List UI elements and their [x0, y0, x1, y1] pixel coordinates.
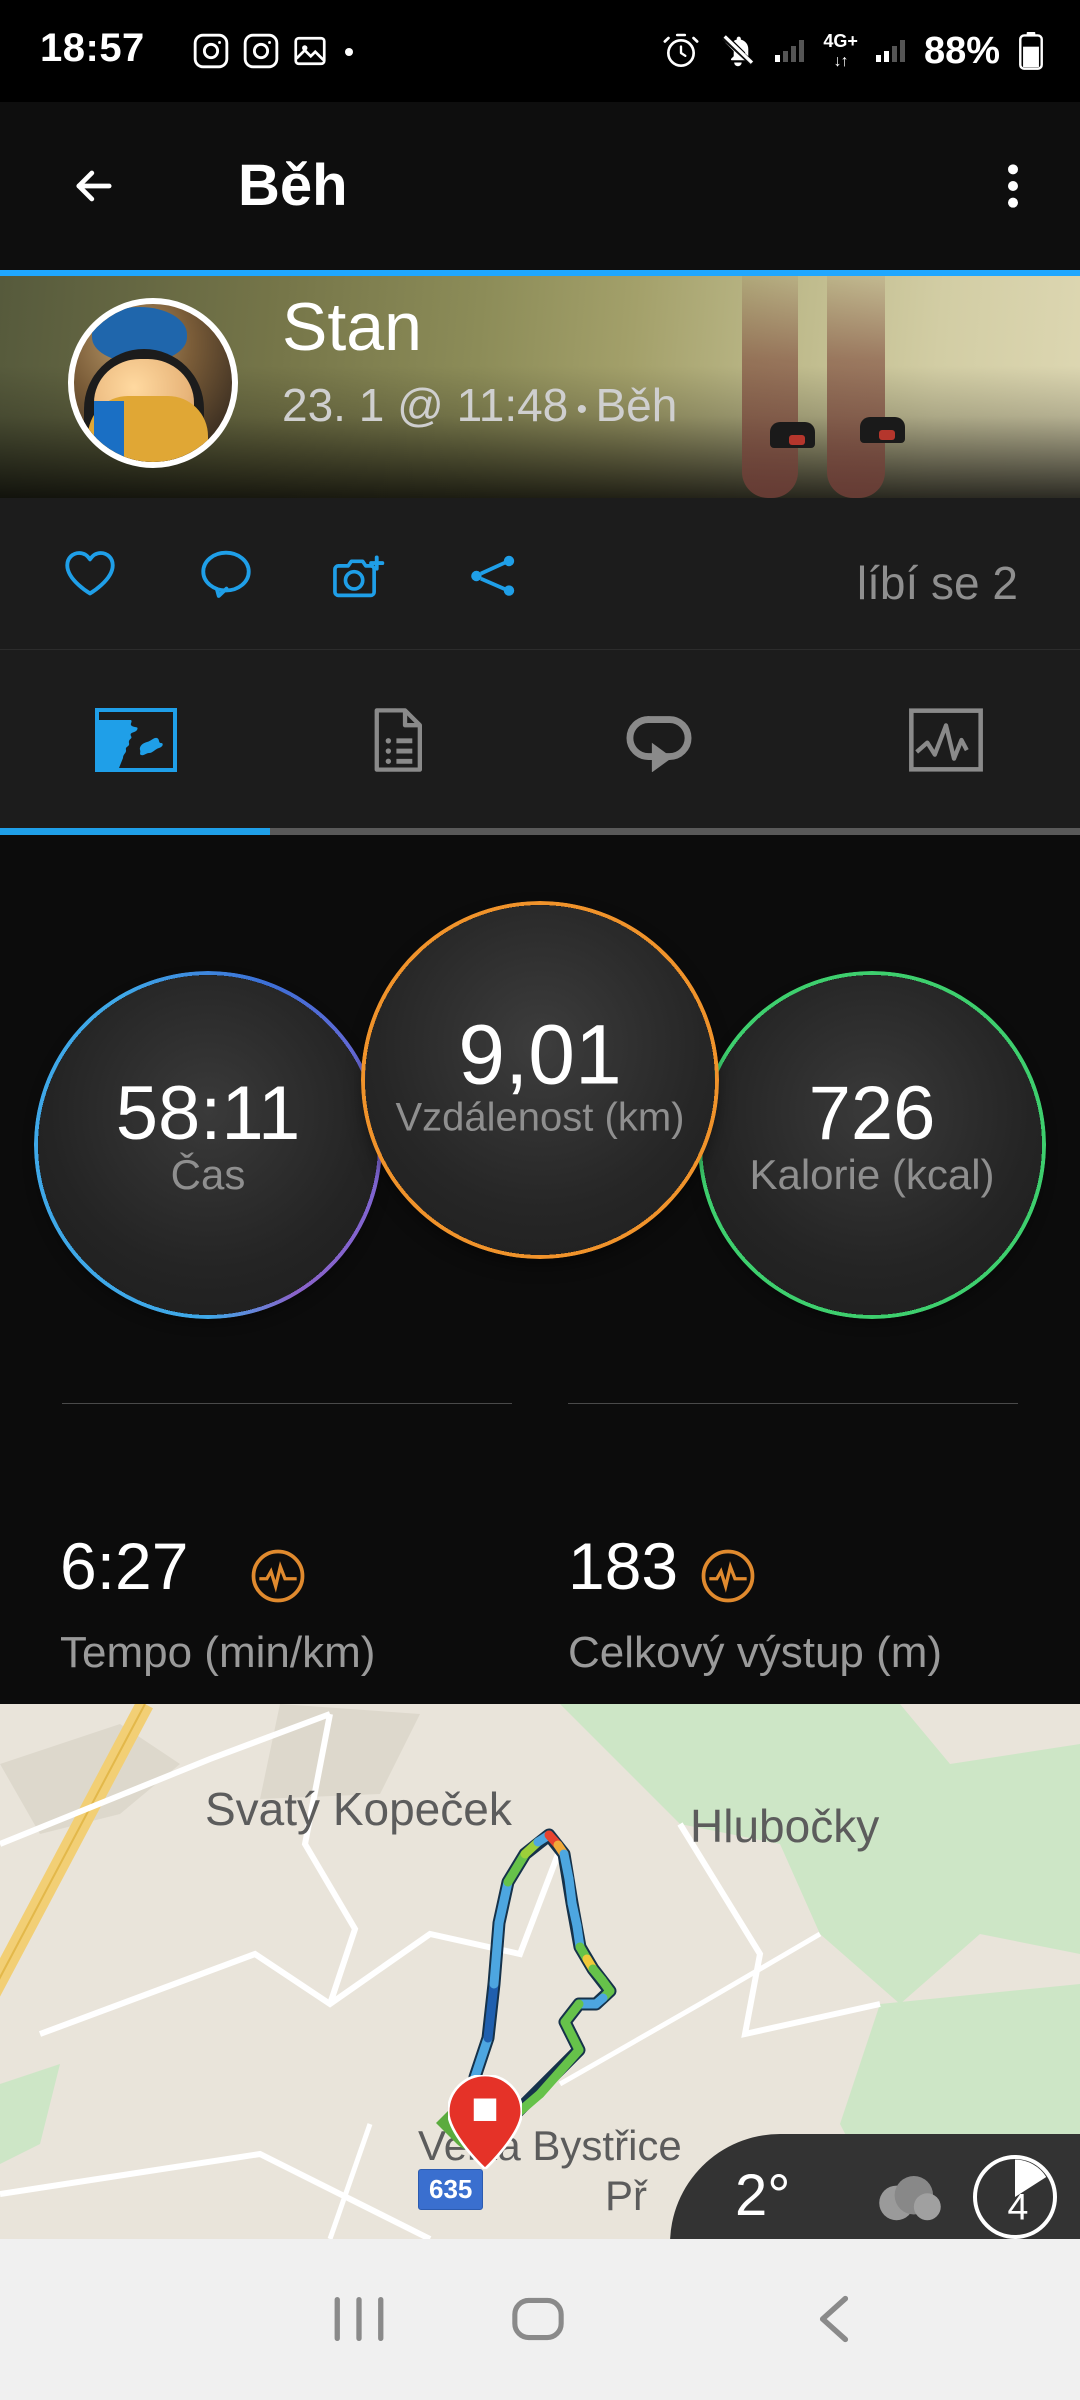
svg-text:4: 4	[1008, 2186, 1029, 2228]
